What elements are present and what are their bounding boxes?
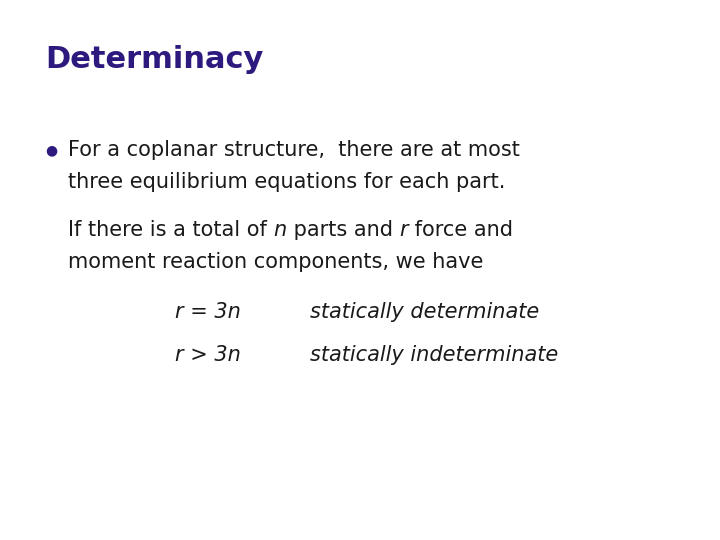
Text: statically indeterminate: statically indeterminate — [310, 345, 558, 365]
Text: If there is a total of: If there is a total of — [68, 220, 274, 240]
Text: moment reaction components, we have: moment reaction components, we have — [68, 252, 483, 272]
Text: ●: ● — [45, 143, 57, 157]
Text: statically determinate: statically determinate — [310, 302, 539, 322]
Text: r > 3n: r > 3n — [175, 345, 241, 365]
Text: three equilibrium equations for each part.: three equilibrium equations for each par… — [68, 172, 505, 192]
Text: For a coplanar structure,  there are at most: For a coplanar structure, there are at m… — [68, 140, 520, 160]
Text: n: n — [274, 220, 287, 240]
Text: force and: force and — [408, 220, 513, 240]
Text: r = 3n: r = 3n — [175, 302, 241, 322]
Text: parts and: parts and — [287, 220, 400, 240]
Text: Determinacy: Determinacy — [45, 45, 264, 74]
Text: r: r — [400, 220, 408, 240]
